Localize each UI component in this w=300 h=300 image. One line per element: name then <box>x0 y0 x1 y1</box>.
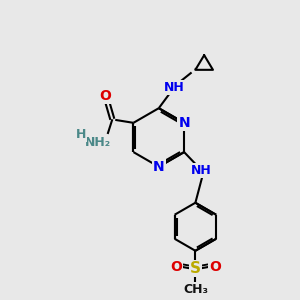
Text: NH: NH <box>164 81 184 94</box>
Text: O: O <box>170 260 182 274</box>
Text: H: H <box>76 128 86 141</box>
Text: N: N <box>153 160 165 174</box>
Text: N: N <box>178 116 190 130</box>
Text: NH: NH <box>191 164 212 177</box>
Text: O: O <box>209 260 220 274</box>
Text: S: S <box>190 261 201 276</box>
Text: O: O <box>99 89 111 103</box>
Text: CH₃: CH₃ <box>183 283 208 296</box>
Text: NH₂: NH₂ <box>85 136 111 149</box>
